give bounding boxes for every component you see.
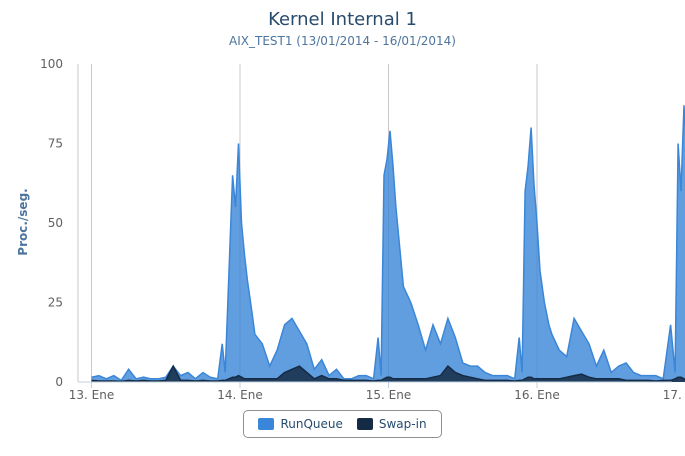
series-area-swapin	[91, 366, 685, 382]
y-tick-label: 75	[48, 137, 63, 151]
y-tick-label: 25	[48, 296, 63, 310]
x-tick-label: 16. Ene	[514, 388, 559, 402]
x-tick-label: 14. Ene	[217, 388, 262, 402]
chart-title: Kernel Internal 1	[268, 9, 417, 30]
legend-swatch-runqueue	[258, 418, 275, 430]
legend-label-swapin: Swap-in	[378, 417, 427, 431]
legend-swatch-swapin	[356, 418, 373, 430]
y-axis-label: Proc./seg.	[16, 188, 30, 255]
x-tick-label: 15. Ene	[366, 388, 411, 402]
series-line-swapin	[91, 364, 685, 383]
legend-item-swapin[interactable]: Swap-in	[356, 417, 427, 431]
y-tick-label: 50	[48, 216, 63, 230]
series-area-runqueue	[91, 105, 685, 382]
legend-label-runqueue: RunQueue	[280, 417, 343, 431]
chart-legend: RunQueue Swap-in	[243, 410, 442, 438]
legend-item-runqueue[interactable]: RunQueue	[258, 417, 343, 431]
series-line-runqueue	[91, 105, 685, 382]
y-tick-labels: 0 25 50 75 100	[40, 57, 63, 389]
x-tick-label: 17. Ene	[663, 388, 685, 402]
series-areas	[91, 105, 685, 383]
y-tick-label: 0	[55, 375, 63, 389]
x-tick-labels: 13. Ene 14. Ene 15. Ene 16. Ene 17. Ene	[69, 382, 685, 402]
x-tick-label: 13. Ene	[69, 388, 114, 402]
chart-subtitle: AIX_TEST1 (13/01/2014 - 16/01/2014)	[229, 34, 456, 48]
y-tick-label: 100	[40, 57, 63, 71]
